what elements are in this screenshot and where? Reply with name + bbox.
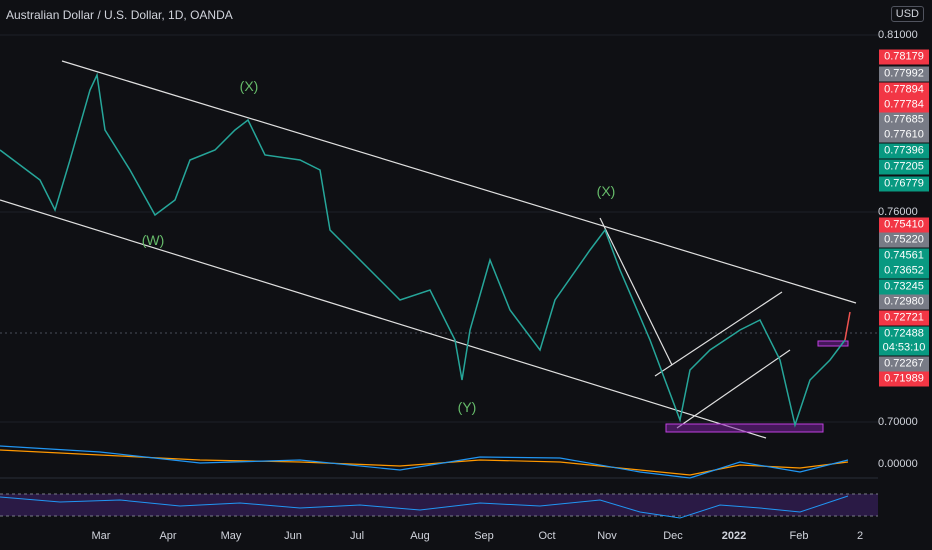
time-label: Aug <box>410 530 430 542</box>
time-label: Jul <box>349 530 365 542</box>
time-label: Apr <box>159 530 177 542</box>
drawings <box>0 60 857 439</box>
price-label: 0.72488 <box>879 326 929 342</box>
price-label: 0.77894 <box>879 82 929 98</box>
price-tick: 0.70000 <box>878 416 918 428</box>
time-label: Mar <box>91 530 111 542</box>
price-label: 0.77784 <box>879 97 929 113</box>
chart-area <box>0 34 878 519</box>
price-label: 0.77205 <box>879 159 929 175</box>
time-label: Feb <box>789 530 809 542</box>
price-label: 0.73652 <box>879 263 929 279</box>
time-label: Nov <box>597 530 617 542</box>
grid <box>0 34 878 423</box>
price-tick: 0.81000 <box>878 29 918 41</box>
time-label: Sep <box>474 530 494 542</box>
time-label: 2022 <box>721 530 747 542</box>
macd-line <box>0 445 849 479</box>
price-label: 0.76779 <box>879 176 929 192</box>
wave-label: (Y) <box>457 399 477 415</box>
time-label: May <box>220 530 242 542</box>
chart-title: Australian Dollar / U.S. Dollar, 1D, OAN… <box>6 8 233 22</box>
price-label: 0.75220 <box>879 232 929 248</box>
time-label: 2 <box>856 530 864 542</box>
price-label: 0.77610 <box>879 127 929 143</box>
macd-signal <box>0 449 849 476</box>
rsi-band <box>0 494 878 516</box>
price-label: 0.71989 <box>879 371 929 387</box>
projection-arrow <box>844 311 851 341</box>
price-label: 0.75410 <box>879 217 929 233</box>
price-label: 0.77992 <box>879 66 929 82</box>
price-label: 0.72980 <box>879 294 929 310</box>
rsi-line <box>0 495 849 519</box>
price-label: 0.74561 <box>879 248 929 264</box>
zone <box>665 423 824 433</box>
price-label: 0.78179 <box>879 49 929 65</box>
price-label: 0.73245 <box>879 279 929 295</box>
time-label: Jun <box>284 530 302 542</box>
price-tick: 0.00000 <box>878 458 918 470</box>
countdown: 04:53:10 <box>879 340 929 356</box>
price-label: 0.72721 <box>879 310 929 326</box>
wave-label: (X) <box>239 78 259 94</box>
price-label: 0.72267 <box>879 356 929 372</box>
wave-label: (W) <box>141 232 165 248</box>
time-label: Oct <box>538 530 556 542</box>
currency-button[interactable]: USD <box>890 6 924 22</box>
time-label: Dec <box>663 530 683 542</box>
zone <box>817 340 849 347</box>
price-label: 0.77685 <box>879 112 929 128</box>
wave-label: (X) <box>596 183 616 199</box>
price-label: 0.77396 <box>879 143 929 159</box>
price-tick: 0.76000 <box>878 206 918 218</box>
price-path <box>0 72 846 428</box>
